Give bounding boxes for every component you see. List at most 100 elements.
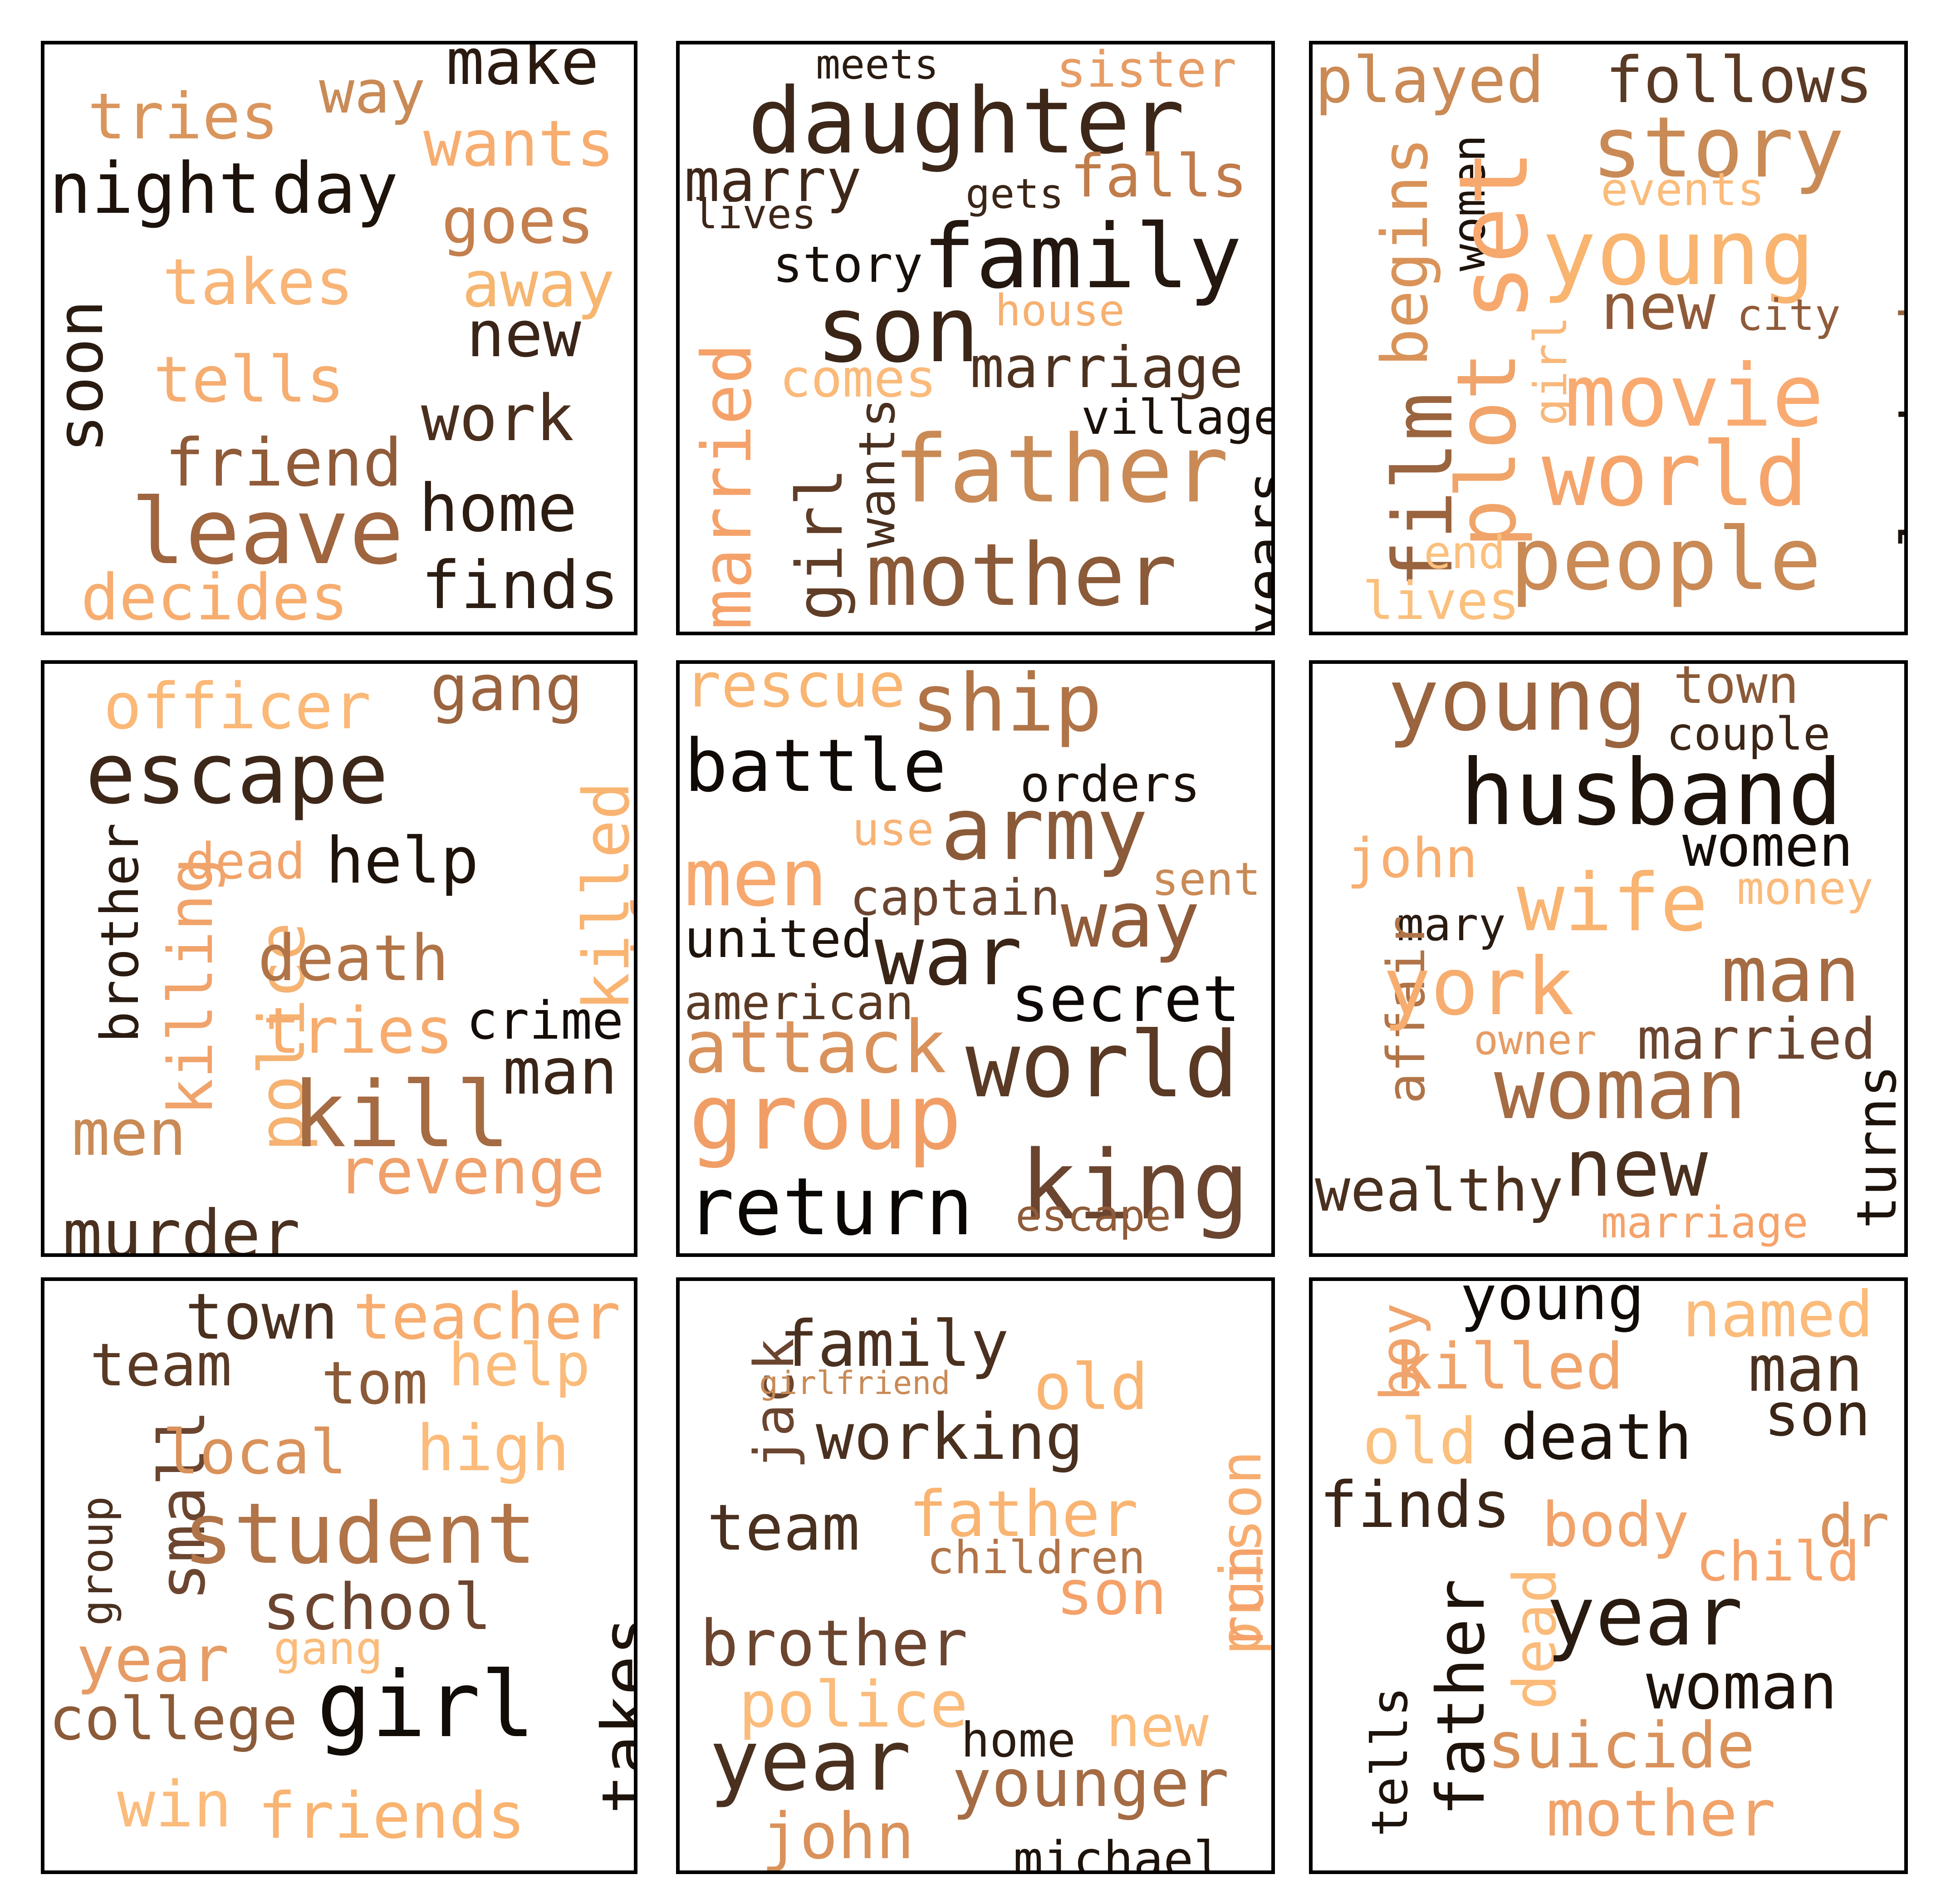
- word-takes: takes: [588, 1616, 637, 1815]
- word-man: man: [503, 1035, 618, 1109]
- word-return: return: [686, 1161, 974, 1253]
- word-dead: dead: [185, 832, 305, 890]
- word-old: old: [1363, 1405, 1477, 1479]
- word-story: story: [1592, 98, 1844, 196]
- word-attack: attack: [684, 1005, 946, 1089]
- word-war: war: [875, 909, 1023, 1004]
- word-people: people: [1510, 509, 1822, 609]
- word-night: night: [49, 147, 261, 230]
- word-home: home: [419, 470, 578, 547]
- word-team: team: [90, 1330, 232, 1399]
- word-daughter: daughter: [748, 69, 1185, 174]
- word-way: way: [319, 58, 426, 127]
- word-friend: friend: [165, 425, 402, 501]
- word-help: help: [448, 1330, 591, 1399]
- word-work: work: [421, 382, 574, 456]
- word-soon: soon: [44, 299, 118, 453]
- word-follows: follows: [1605, 44, 1873, 118]
- word-named: named: [1682, 1278, 1874, 1352]
- word-cloud-panel-8: jack family girlfriend old prison working team…: [676, 1277, 1275, 1874]
- word-cloud-panel-1: make way tries wants night day goes takes away so…: [41, 41, 637, 635]
- word-son: son: [816, 277, 980, 383]
- word-cloud-panel-3: played follows story women begins set events yo…: [1309, 41, 1908, 635]
- word-tries: tries: [88, 80, 279, 154]
- word-end: end: [1424, 526, 1506, 579]
- word-falls: falls: [1070, 142, 1248, 211]
- word-wants: wants: [423, 107, 615, 181]
- word-story: story: [773, 236, 923, 294]
- word-son: son: [1764, 1380, 1871, 1449]
- word-way: way: [1061, 875, 1201, 965]
- word-american: american: [684, 975, 914, 1031]
- word-away: away: [462, 248, 615, 322]
- word-home: home: [961, 1713, 1076, 1768]
- word-body: body: [1542, 1489, 1690, 1560]
- word-finds: finds: [421, 547, 619, 624]
- word-couple: couple: [1666, 707, 1831, 761]
- word-cloud-panel-5: rescue ship battle orders use army men sent capt…: [676, 660, 1275, 1257]
- word-lives: lives: [693, 191, 816, 238]
- word-lives: lives: [1363, 571, 1520, 632]
- word-cloud-panel-6: young town couple husband john women money mary…: [1309, 660, 1908, 1257]
- word-police: police: [739, 1668, 968, 1742]
- word-events: events: [1601, 163, 1765, 216]
- word-wife: wife: [1517, 857, 1708, 949]
- word-mother: mother: [866, 525, 1177, 625]
- word-make: make: [446, 41, 599, 99]
- word-girlfriend: girlfriend: [759, 1364, 951, 1402]
- word-killing: killing: [155, 857, 226, 1115]
- word-played: played: [1315, 44, 1544, 118]
- word-friends: friends: [258, 1779, 526, 1853]
- word-kill: kill: [292, 1062, 510, 1168]
- word-win: win: [117, 1768, 232, 1842]
- word-world: world: [966, 1012, 1239, 1118]
- word-marry: marry: [684, 146, 862, 215]
- word-john: john: [761, 1800, 915, 1874]
- word-begins: begins: [1368, 137, 1442, 367]
- word-high: high: [417, 1412, 570, 1486]
- word-killed: killed: [1394, 1330, 1624, 1404]
- word-man: man: [1721, 930, 1861, 1020]
- word-cloud-panel-4: officer gang escape brother killing dead help k…: [41, 660, 637, 1257]
- word-world: world: [1542, 423, 1808, 526]
- word-new: new: [1106, 1694, 1209, 1760]
- word-use: use: [852, 803, 934, 856]
- word-tells: tells: [1361, 1686, 1419, 1837]
- word-money: money: [1737, 862, 1874, 915]
- word-woman: woman: [1494, 1040, 1747, 1138]
- word-dr: dr: [1818, 1492, 1890, 1560]
- word-gang: gang: [274, 1622, 383, 1675]
- word-meets: meets: [816, 41, 939, 88]
- word-years: years: [1235, 470, 1275, 634]
- word-group: group: [73, 1496, 123, 1626]
- word-young: young: [1387, 660, 1647, 750]
- word-help: help: [326, 824, 479, 898]
- word-turns: turns: [1846, 1065, 1908, 1229]
- word-tells: tells: [153, 343, 345, 417]
- word-girl: girl: [783, 467, 857, 621]
- word-john: john: [1347, 827, 1478, 890]
- word-revenge: revenge: [337, 1135, 605, 1209]
- word-family: family: [779, 1307, 1009, 1381]
- word-husband: husband: [1460, 740, 1843, 846]
- word-year: year: [709, 1712, 912, 1810]
- word-younger: younger: [952, 1745, 1230, 1822]
- word-family: family: [922, 205, 1242, 308]
- word-army: army: [941, 779, 1148, 879]
- word-tries: tries: [262, 994, 454, 1068]
- word-set: set: [1438, 149, 1549, 321]
- word-child: child: [1696, 1531, 1860, 1594]
- word-cloud-panel-7: town teacher team tom help small local high grou…: [41, 1277, 637, 1874]
- word-father: father: [893, 416, 1229, 524]
- word-married: married: [688, 343, 767, 630]
- word-takes: takes: [162, 245, 354, 319]
- word-owner: owner: [1474, 1016, 1597, 1064]
- word-officer: officer: [103, 670, 372, 744]
- word-battle: battle: [684, 723, 946, 808]
- word-day: day: [271, 147, 398, 230]
- word-new: new: [466, 298, 581, 372]
- word-run: run: [1208, 1544, 1275, 1651]
- word-death: death: [258, 922, 449, 996]
- word-escape: escape: [85, 725, 389, 823]
